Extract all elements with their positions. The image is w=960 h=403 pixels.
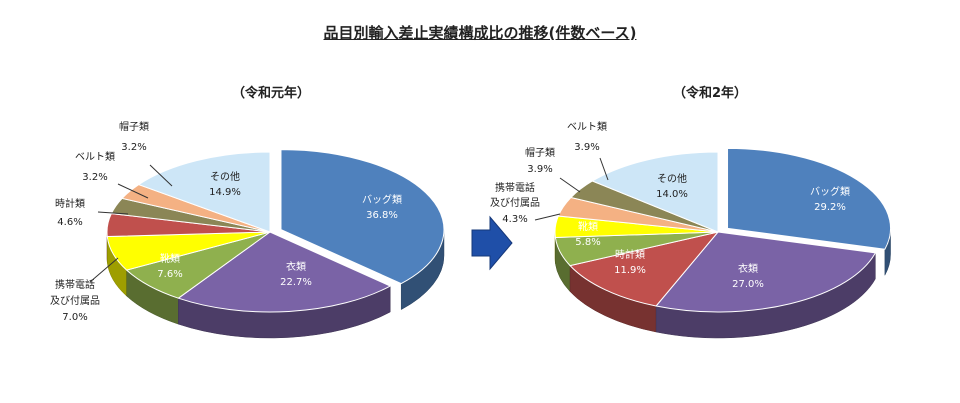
slice-value-label: 3.2% <box>121 142 146 153</box>
slice-name-label: 衣類 <box>738 262 758 275</box>
slice-name-label: 帽子類 <box>525 146 555 159</box>
slice-name-label: ベルト類 <box>567 121 607 133</box>
slice-value-label: 3.9% <box>574 142 599 153</box>
pie-2-slice <box>569 231 720 307</box>
pie-2-slice <box>727 147 892 250</box>
slice-value-label: 3.9% <box>527 164 552 175</box>
pie-1-slice <box>137 151 271 233</box>
slice-name-label: 時計類 <box>615 248 645 261</box>
slice-value-label: 14.9% <box>209 187 241 198</box>
slice-name-label: 携帯電話 <box>495 181 535 194</box>
slice-name-label: バッグ類 <box>810 185 850 198</box>
main-title: 品目別輸入差止実績構成比の推移(件数ベース) <box>323 24 637 42</box>
slice-name-label: 及び付属品 <box>50 294 100 307</box>
pie-2-title: （令和2年） <box>673 86 748 101</box>
slice-value-label: 22.7% <box>280 277 312 288</box>
slice-name-label: 携帯電話 <box>55 278 95 291</box>
slice-name-label: 衣類 <box>286 260 306 273</box>
leader-line <box>599 157 609 181</box>
arrow-right-icon <box>471 215 513 271</box>
slice-name-label: ベルト類 <box>75 151 115 163</box>
leader-line <box>559 177 581 193</box>
slice-value-label: 27.0% <box>732 279 764 290</box>
pie-2-slice <box>591 151 719 233</box>
pie-2-slice <box>655 231 877 313</box>
leader-line <box>97 211 129 215</box>
slice-value-label: 14.0% <box>656 189 688 200</box>
slice-value-label: 36.8% <box>366 210 398 221</box>
slice-name-label: 時計類 <box>55 197 85 210</box>
leader-line <box>117 183 149 199</box>
pie-1-slice <box>280 149 445 285</box>
pie-1-slice <box>177 231 392 313</box>
leader-line <box>534 213 561 221</box>
pie-1-title: （令和元年） <box>232 86 311 101</box>
slice-name-label: 靴類 <box>578 220 598 233</box>
slice-name-label: その他 <box>210 170 240 183</box>
slice-value-label: 7.0% <box>62 312 87 323</box>
slice-value-label: 4.6% <box>57 217 82 228</box>
slice-name-label: 及び付属品 <box>490 196 540 209</box>
slice-name-label: 帽子類 <box>119 120 149 133</box>
slice-name-label: バッグ類 <box>362 193 402 206</box>
slice-value-label: 5.8% <box>575 237 600 248</box>
leader-line <box>89 257 119 283</box>
slice-value-label: 3.2% <box>82 172 107 183</box>
slice-value-label: 29.2% <box>814 202 846 213</box>
slice-name-label: その他 <box>657 172 687 185</box>
slice-value-label: 11.9% <box>614 265 646 276</box>
slice-value-label: 7.6% <box>157 269 182 280</box>
slice-name-label: 靴類 <box>160 252 180 265</box>
leader-line <box>149 164 173 187</box>
slice-value-label: 4.3% <box>502 214 527 225</box>
